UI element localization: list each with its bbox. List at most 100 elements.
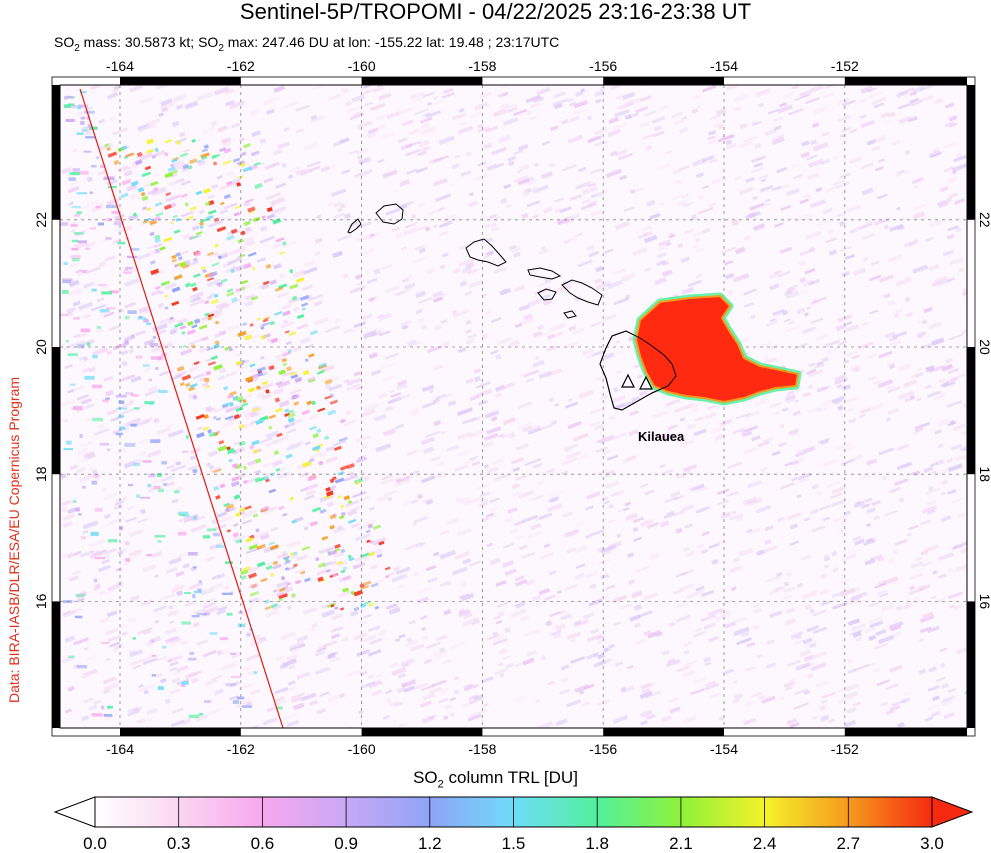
so2-pixel	[878, 634, 895, 645]
so2-pixel	[439, 687, 449, 694]
so2-pixel	[962, 445, 967, 452]
so2-pixel	[106, 178, 118, 186]
so2-pixel	[704, 411, 717, 420]
so2-pixel	[226, 257, 243, 266]
so2-pixel	[495, 580, 507, 587]
so2-pixel	[63, 96, 68, 100]
so2-pixel	[577, 259, 593, 268]
so2-pixel	[169, 329, 177, 335]
so2-pixel	[639, 390, 648, 397]
so2-pixel	[288, 331, 297, 337]
so2-pixel	[438, 135, 455, 145]
so2-pixel	[565, 699, 582, 708]
so2-pixel	[384, 566, 391, 571]
so2-pixel	[193, 608, 206, 615]
so2-pixel	[810, 85, 824, 93]
so2-pixel	[620, 685, 635, 694]
so2-pixel	[905, 312, 914, 318]
so2-pixel	[400, 658, 415, 667]
so2-pixel	[813, 650, 827, 659]
frame-bar	[603, 77, 724, 85]
so2-pixel	[268, 425, 273, 430]
so2-pixel	[200, 265, 207, 271]
so2-pixel	[259, 437, 273, 445]
so2-pixel	[744, 700, 756, 708]
so2-pixel	[73, 316, 80, 320]
island-coastline	[561, 279, 603, 306]
so2-pixel	[793, 639, 805, 646]
so2-pixel	[141, 206, 148, 211]
so2-pixel	[517, 177, 531, 186]
so2-pixel	[188, 365, 199, 373]
so2-pixel	[310, 626, 317, 632]
so2-pixel	[732, 273, 750, 283]
so2-pixel	[84, 110, 95, 114]
so2-pixel	[280, 321, 294, 329]
so2-pixel	[649, 212, 661, 220]
so2-pixel	[476, 388, 493, 398]
so2-pixel	[607, 541, 622, 550]
so2-pixel	[753, 223, 766, 232]
so2-pixel	[895, 307, 904, 314]
so2-pixel	[441, 92, 455, 99]
so2-pixel	[319, 452, 327, 458]
so2-pixel	[442, 715, 449, 721]
so2-pixel	[530, 102, 542, 108]
so2-pixel	[164, 204, 172, 210]
so2-pixel	[906, 596, 921, 606]
so2-pixel	[177, 317, 189, 326]
so2-pixel	[127, 310, 137, 314]
so2-pixel	[605, 584, 616, 591]
so2-pixel	[757, 102, 765, 108]
so2-pixel	[791, 477, 798, 482]
so2-pixel	[871, 97, 886, 106]
so2-pixel	[489, 557, 501, 566]
so2-pixel	[271, 603, 279, 609]
so2-pixel	[799, 89, 813, 98]
so2-pixel	[103, 714, 113, 717]
so2-pixel	[149, 343, 158, 347]
so2-pixel	[306, 489, 316, 496]
so2-pixel	[885, 683, 899, 691]
so2-pixel	[462, 417, 477, 425]
so2-pixel	[207, 251, 215, 257]
so2-pixel	[697, 206, 714, 215]
so2-pixel	[136, 151, 143, 158]
so2-pixel	[226, 528, 232, 533]
so2-pixel	[231, 463, 239, 469]
so2-pixel	[473, 368, 482, 374]
so2-pixel	[361, 313, 373, 321]
so2-pixel	[191, 615, 200, 618]
so2-pixel	[401, 679, 417, 689]
so2-pixel	[82, 529, 89, 535]
so2-pixel	[142, 655, 153, 662]
so2-pixel	[160, 677, 167, 684]
so2-pixel	[908, 242, 915, 247]
so2-pixel	[925, 499, 937, 507]
so2-pixel	[464, 458, 477, 465]
so2-pixel	[243, 143, 251, 149]
so2-pixel	[404, 544, 417, 551]
so2-pixel	[680, 193, 689, 199]
so2-pixel	[725, 139, 733, 146]
so2-pixel	[641, 687, 651, 695]
so2-pixel	[215, 544, 226, 548]
so2-pixel	[275, 467, 281, 472]
so2-pixel	[160, 592, 176, 601]
so2-pixel	[888, 363, 896, 369]
so2-pixel	[123, 166, 131, 172]
so2-pixel	[119, 526, 124, 531]
so2-pixel	[549, 610, 562, 618]
so2-pixel	[81, 440, 93, 448]
so2-pixel	[67, 507, 77, 514]
so2-pixel	[580, 202, 596, 211]
so2-pixel	[105, 237, 112, 240]
so2-pixel	[926, 625, 940, 634]
so2-pixel	[498, 662, 503, 667]
so2-pixel	[624, 512, 638, 522]
so2-pixel	[202, 268, 207, 274]
so2-pixel	[734, 175, 742, 181]
so2-pixel	[255, 528, 260, 533]
so2-pixel	[561, 164, 577, 172]
so2-pixel	[617, 101, 634, 110]
